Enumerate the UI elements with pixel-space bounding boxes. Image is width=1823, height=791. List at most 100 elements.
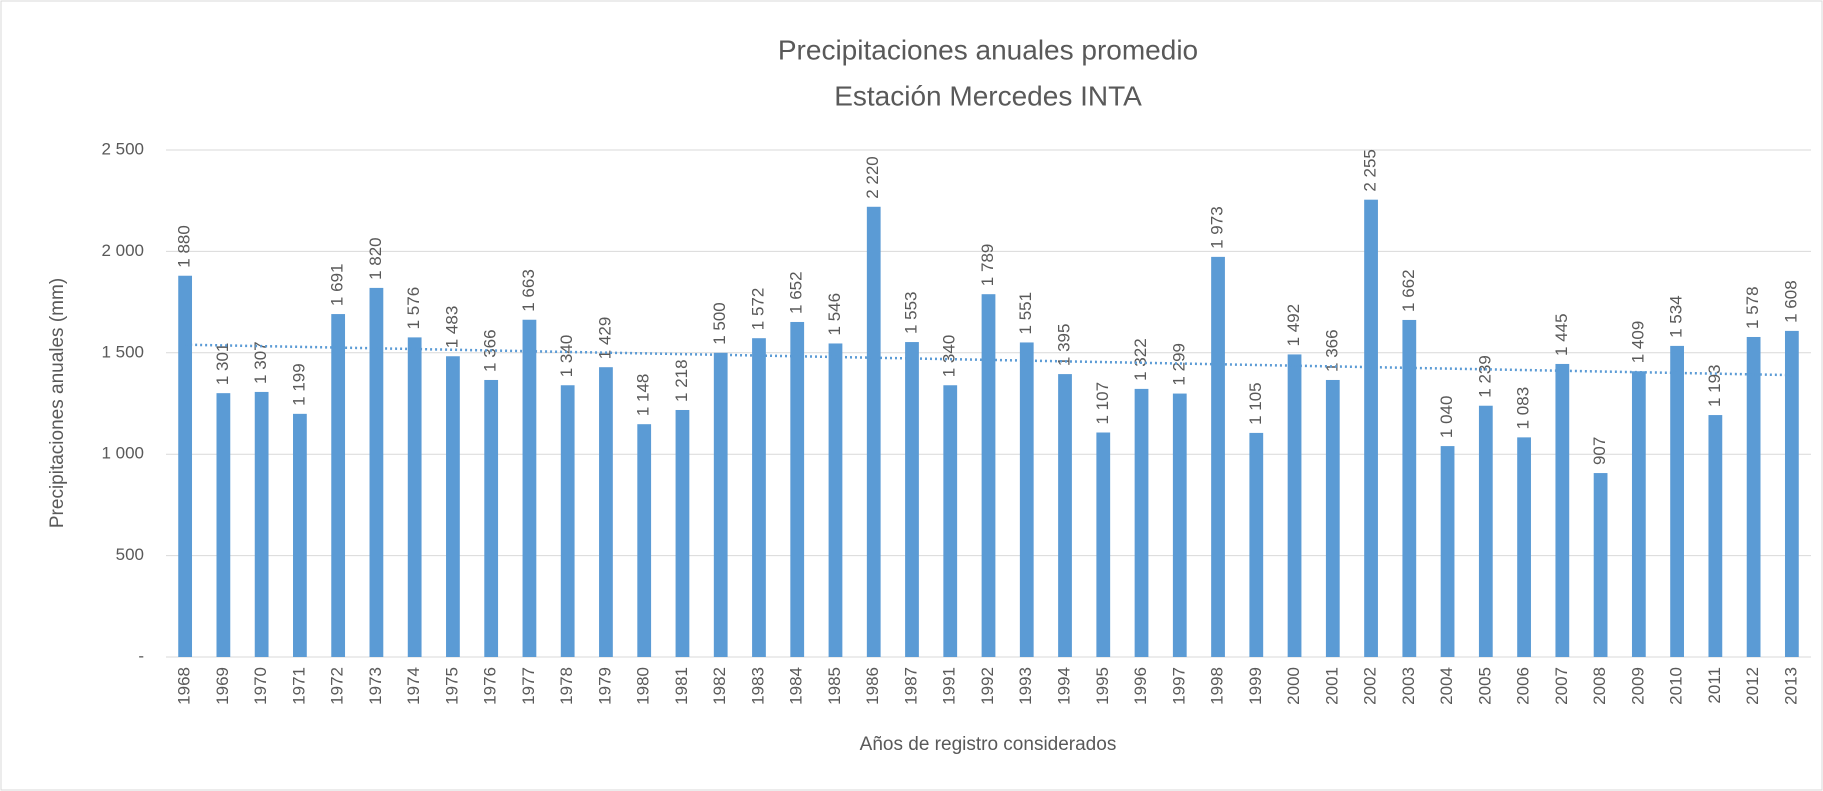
- x-tick-label: 2005: [1475, 667, 1494, 705]
- data-label: 1 576: [404, 287, 423, 330]
- x-tick-label: 1970: [251, 667, 270, 705]
- data-label: 1 572: [748, 288, 767, 331]
- bar: [1325, 379, 1340, 657]
- x-tick-label: 2002: [1361, 667, 1380, 705]
- bar: [1631, 371, 1646, 657]
- bar: [1058, 374, 1072, 657]
- data-label: 1 107: [1093, 382, 1112, 425]
- x-tick-label: 1993: [1016, 667, 1035, 705]
- y-tick-label: 2 500: [101, 139, 144, 158]
- x-tick-label: 1974: [404, 667, 423, 705]
- data-label: 1 789: [978, 244, 997, 287]
- x-tick-label: 1983: [748, 667, 767, 705]
- x-tick-label: 1997: [1169, 667, 1188, 705]
- bar: [1478, 405, 1493, 657]
- data-label: 1 652: [787, 271, 806, 314]
- bar: [866, 206, 881, 657]
- x-tick-label: 1979: [595, 667, 614, 705]
- bar: [790, 321, 805, 657]
- chart-subtitle: Estación Mercedes INTA: [834, 80, 1142, 111]
- bar: [981, 294, 996, 657]
- data-label: 1 608: [1781, 280, 1800, 323]
- bar: [178, 275, 193, 657]
- x-tick-label: 1985: [825, 667, 844, 705]
- x-tick-label: 1992: [978, 667, 997, 705]
- data-label: 1 322: [1131, 338, 1150, 381]
- data-label: 1 445: [1552, 313, 1571, 356]
- bar: [293, 413, 307, 657]
- data-label: 1 307: [251, 341, 270, 384]
- bar: [1096, 432, 1111, 657]
- x-tick-label: 1975: [442, 667, 461, 705]
- data-label: 1 340: [940, 335, 959, 378]
- x-tick-label: 1998: [1208, 667, 1227, 705]
- data-label: 1 218: [672, 359, 691, 402]
- x-tick-label: 2004: [1437, 667, 1456, 705]
- x-tick-label: 2013: [1781, 667, 1800, 705]
- data-label: 1 193: [1705, 365, 1724, 408]
- x-tick-label: 1980: [634, 667, 653, 705]
- bar: [1287, 354, 1302, 657]
- data-label: 1 301: [213, 343, 232, 386]
- bar: [1708, 415, 1723, 657]
- data-label: 2 255: [1361, 149, 1380, 192]
- data-label: 1 395: [1054, 324, 1073, 367]
- x-tick-label: 1981: [672, 667, 691, 705]
- bar: [1670, 345, 1684, 657]
- bar: [369, 287, 384, 657]
- x-tick-label: 1971: [289, 667, 308, 705]
- bar: [216, 393, 231, 657]
- bar: [713, 352, 728, 657]
- bar: [1211, 256, 1225, 657]
- bar: [828, 343, 843, 657]
- data-label: 907: [1590, 437, 1609, 465]
- y-tick-label: -: [138, 646, 144, 665]
- x-tick-label: 1976: [481, 667, 500, 705]
- bar: [560, 385, 575, 657]
- data-label: 1 578: [1743, 286, 1762, 329]
- y-tick-label: 1 500: [101, 342, 144, 361]
- data-label: 1 429: [595, 317, 614, 360]
- bar: [637, 424, 652, 657]
- x-tick-label: 1994: [1054, 667, 1073, 705]
- bar: [1746, 336, 1761, 657]
- bar: [1019, 342, 1034, 657]
- y-tick-label: 2 000: [101, 241, 144, 260]
- data-label: 1 340: [557, 335, 576, 378]
- data-label: 1 820: [366, 237, 385, 280]
- data-label: 1 500: [710, 302, 729, 345]
- bar: [1593, 473, 1608, 657]
- data-label: 1 662: [1399, 269, 1418, 312]
- bar: [407, 337, 422, 657]
- data-label: 1 483: [442, 306, 461, 349]
- data-label: 1 105: [1246, 382, 1265, 425]
- x-tick-label: 1991: [940, 667, 959, 705]
- bar: [752, 338, 766, 657]
- data-label: 1 551: [1016, 292, 1035, 335]
- data-label: 1 973: [1208, 206, 1227, 249]
- data-label: 1 366: [1322, 329, 1341, 372]
- x-axis-title: Años de registro considerados: [860, 734, 1117, 755]
- y-tick-label: 1 000: [101, 444, 144, 463]
- bar: [484, 379, 499, 657]
- bar: [446, 356, 460, 657]
- data-label: 1 299: [1169, 343, 1188, 386]
- bar: [599, 367, 613, 657]
- data-label: 1 691: [328, 264, 347, 307]
- data-label: 1 040: [1437, 396, 1456, 439]
- x-tick-label: 2010: [1667, 667, 1686, 705]
- bar: [905, 342, 919, 657]
- data-label: 1 148: [634, 374, 653, 417]
- bar: [1249, 432, 1264, 657]
- data-label: 1 239: [1475, 355, 1494, 398]
- x-tick-label: 2001: [1322, 667, 1341, 705]
- bar: [1517, 437, 1531, 657]
- x-tick-label: 2008: [1590, 667, 1609, 705]
- bar: [943, 385, 958, 657]
- x-tick-label: 1986: [863, 667, 882, 705]
- x-tick-label: 2012: [1743, 667, 1762, 705]
- bar: [522, 319, 537, 657]
- x-tick-label: 2009: [1628, 667, 1647, 705]
- x-tick-label: 1969: [213, 667, 232, 705]
- data-label: 1 534: [1667, 295, 1686, 338]
